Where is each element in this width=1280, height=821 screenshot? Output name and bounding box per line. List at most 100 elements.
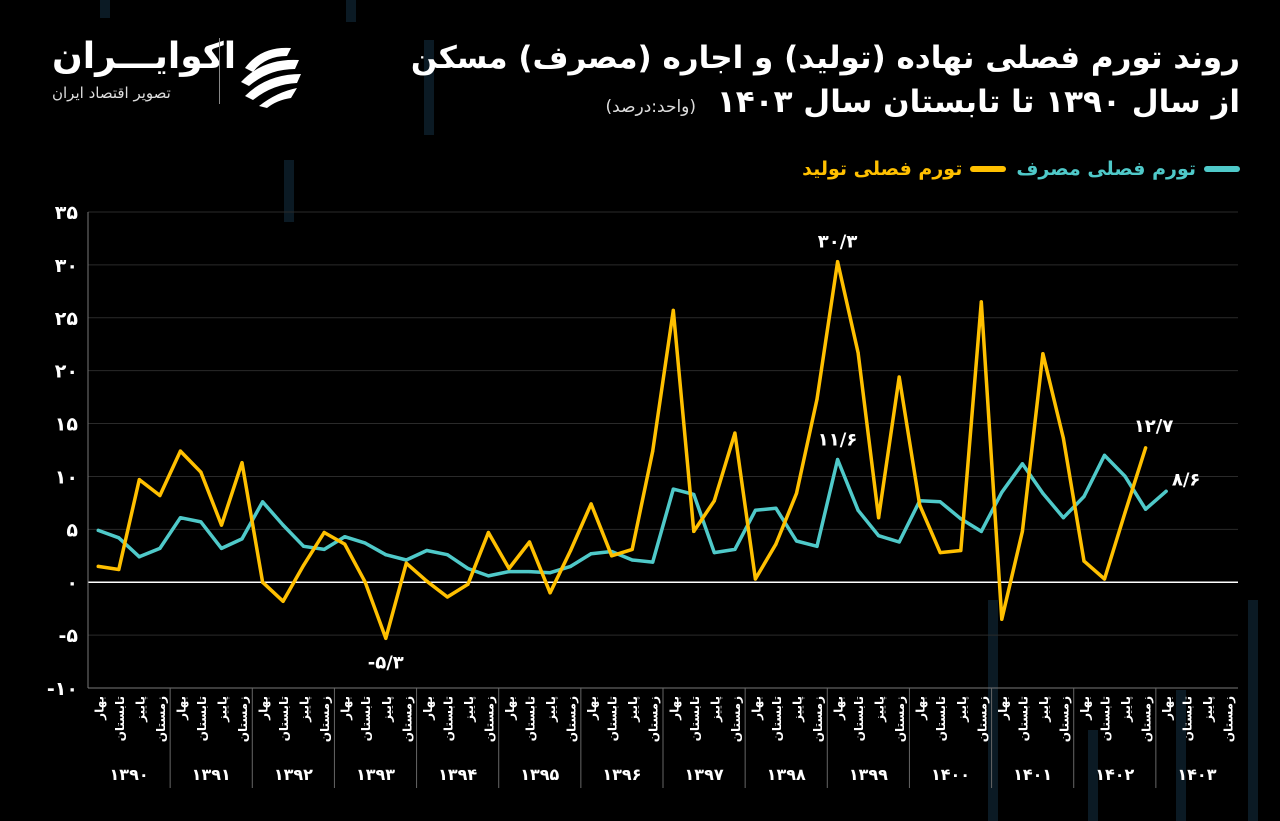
data-point-consumption — [322, 547, 326, 552]
series-line-production — [96, 259, 1148, 641]
data-point-consumption — [199, 520, 203, 524]
data-point-consumption — [630, 558, 634, 562]
year-label: ۱۳۹۷ — [685, 765, 724, 784]
legend-label-production: تورم فصلی تولید — [802, 158, 963, 180]
y-tick-label: ۱۰ — [55, 466, 78, 488]
data-label: ۳۰/۳ — [818, 232, 858, 253]
y-tick-label: ۲۰ — [55, 361, 78, 383]
data-point-production — [897, 375, 901, 379]
data-point-production — [507, 566, 511, 571]
data-point-consumption — [302, 544, 306, 548]
data-point-consumption — [486, 574, 491, 578]
data-point-production — [856, 351, 860, 355]
data-point-consumption — [240, 537, 244, 541]
year-label: ۱۳۹۵ — [520, 765, 559, 784]
x-tick-label: زمستان — [400, 696, 414, 742]
x-tick-label: تابستان — [524, 696, 538, 741]
data-point-consumption — [219, 546, 224, 550]
x-tick-label: بهار — [421, 696, 435, 721]
x-tick-label: تابستان — [934, 696, 948, 741]
data-point-consumption — [404, 558, 408, 562]
data-label: ۱۱/۶ — [818, 430, 858, 451]
x-tick-label: پاییز — [380, 696, 394, 723]
data-point-production — [938, 551, 942, 555]
data-point-production — [568, 548, 573, 553]
data-point-consumption — [425, 548, 429, 553]
data-point-consumption — [938, 500, 942, 504]
x-tick-label: بهار — [667, 696, 681, 721]
x-tick-label: بهار — [503, 696, 517, 721]
x-tick-label: زمستان — [1057, 696, 1071, 742]
x-tick-label: پاییز — [708, 696, 722, 723]
y-tick-label: -۱۰ — [47, 678, 78, 700]
data-point-production — [835, 260, 840, 264]
legend-label-consumption: تورم فصلی مصرف — [1016, 158, 1196, 180]
data-point-consumption — [794, 539, 799, 543]
data-point-production — [589, 502, 593, 506]
data-point-consumption — [1000, 490, 1004, 494]
year-label: ۱۳۹۶ — [602, 765, 641, 784]
data-point-production — [877, 516, 881, 520]
x-tick-label: زمستان — [893, 696, 907, 742]
data-point-consumption — [733, 547, 737, 552]
data-point-production — [979, 300, 983, 304]
data-point-production — [486, 530, 491, 535]
x-tick-label: پاییز — [1119, 696, 1133, 723]
data-point-production — [466, 582, 470, 586]
y-tick-label: ۲۵ — [55, 308, 79, 330]
x-tick-label: تابستان — [359, 696, 373, 741]
data-point-consumption — [137, 555, 141, 559]
data-point-production — [404, 561, 408, 565]
title-line-2-text: از سال ۱۳۹۰ تا تابستان سال ۱۴۰۳ — [716, 84, 1240, 120]
data-point-consumption — [568, 564, 573, 568]
data-label: ۱۲/۷ — [1134, 416, 1174, 437]
data-point-production — [260, 580, 265, 584]
x-tick-label: تابستان — [606, 696, 620, 741]
x-tick-label: پاییز — [955, 696, 969, 723]
data-point-consumption — [753, 508, 758, 512]
x-tick-label: تابستان — [277, 696, 291, 741]
x-tick-label: بهار — [914, 696, 928, 721]
data-point-production — [548, 591, 552, 595]
x-tick-label: تابستان — [1181, 696, 1195, 741]
x-tick-label: زمستان — [236, 696, 250, 742]
data-point-production — [1061, 436, 1066, 440]
x-tick-label: پاییز — [790, 696, 804, 723]
data-point-production — [692, 529, 696, 534]
data-point-production — [753, 577, 758, 581]
data-point-production — [137, 478, 141, 482]
data-point-production — [219, 523, 224, 527]
year-label: ۱۳۹۱ — [192, 765, 231, 784]
data-point-production — [425, 579, 429, 583]
x-tick-label: پاییز — [544, 696, 558, 723]
year-label: ۱۴۰۱ — [1013, 765, 1052, 784]
x-tick-label: تابستان — [688, 696, 702, 741]
data-point-consumption — [671, 487, 675, 491]
data-point-production — [794, 491, 799, 495]
brand-mark-icon — [241, 47, 301, 108]
data-point-consumption — [158, 546, 162, 550]
data-point-production — [240, 461, 244, 465]
data-point-production — [1123, 510, 1127, 515]
data-point-production — [384, 636, 388, 640]
x-tick-label: پاییز — [462, 696, 476, 723]
data-point-production — [630, 547, 634, 552]
data-point-production — [96, 564, 100, 568]
data-label: ۸/۶ — [1172, 469, 1201, 490]
x-tick-label: پاییز — [133, 696, 147, 723]
data-point-consumption — [178, 516, 183, 520]
chart-legend: تورم فصلی مصرف تورم فصلی تولید — [802, 158, 1240, 180]
data-point-production — [774, 542, 778, 546]
data-point-consumption — [96, 528, 100, 532]
data-point-production — [651, 449, 655, 453]
x-tick-label: پاییز — [1037, 696, 1051, 723]
brand-logo: اکوایـــران تصویر اقتصاد ایران — [48, 34, 308, 114]
data-point-consumption — [959, 517, 963, 521]
data-point-production — [1020, 529, 1024, 534]
y-tick-label: ۳۵ — [55, 202, 79, 224]
y-tick-label: ۳۰ — [55, 255, 78, 277]
data-point-production — [733, 431, 737, 435]
data-point-production — [610, 554, 614, 558]
x-tick-label: تابستان — [195, 696, 209, 741]
data-point-consumption — [445, 553, 449, 557]
